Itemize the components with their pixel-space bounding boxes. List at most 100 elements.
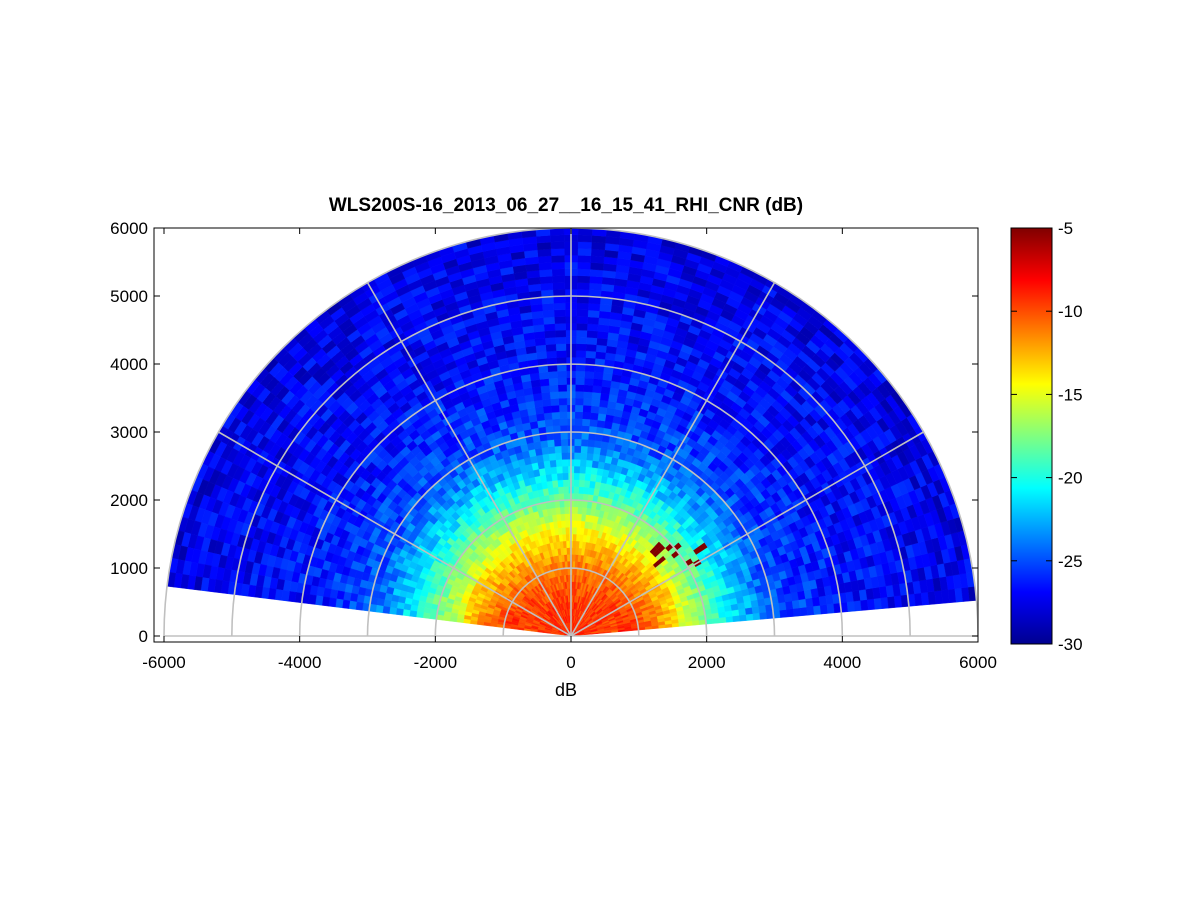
cnr-cell bbox=[583, 479, 591, 488]
cnr-cell bbox=[572, 506, 578, 514]
cnr-cell bbox=[576, 329, 588, 338]
cnr-cell bbox=[542, 309, 555, 318]
cnr-cell bbox=[562, 486, 569, 494]
chart-title: WLS200S-16_2013_06_27__16_15_41_RHI_CNR … bbox=[329, 195, 803, 216]
cnr-cell bbox=[544, 330, 556, 339]
cnr-cell bbox=[585, 459, 593, 468]
cnr-cell bbox=[585, 343, 597, 352]
cnr-cell bbox=[537, 255, 552, 264]
cnr-cell bbox=[572, 533, 577, 542]
cnr-cell bbox=[590, 398, 601, 407]
cnr-cell bbox=[563, 499, 569, 508]
cnr-cell bbox=[542, 405, 552, 414]
cnr-cell bbox=[598, 406, 608, 415]
cnr-cell bbox=[562, 472, 569, 481]
cnr-cell bbox=[573, 459, 581, 467]
cnr-cell bbox=[739, 614, 747, 622]
cnr-cell bbox=[586, 452, 594, 461]
cnr-cell bbox=[555, 350, 567, 358]
cnr-cell bbox=[880, 596, 889, 609]
cnr-cell bbox=[580, 445, 588, 454]
cnr-cell bbox=[577, 506, 583, 515]
cnr-cell bbox=[725, 615, 734, 623]
cnr-cell bbox=[577, 234, 593, 243]
cnr-cell bbox=[541, 446, 549, 455]
cnr-cell bbox=[593, 371, 604, 380]
cnr-cell bbox=[577, 261, 591, 270]
cnr-cell bbox=[578, 479, 585, 488]
cnr-cell bbox=[551, 268, 565, 277]
cnr-cell bbox=[576, 302, 589, 311]
cnr-cell bbox=[873, 597, 883, 610]
cnr-cell bbox=[575, 384, 585, 392]
cnr-cell bbox=[584, 473, 592, 481]
cnr-cell bbox=[590, 248, 605, 257]
cnr-cell bbox=[779, 609, 788, 618]
cnr-cell bbox=[575, 336, 587, 345]
cnr-cell bbox=[544, 336, 556, 345]
cnr-cell bbox=[596, 419, 606, 429]
cnr-cell bbox=[539, 275, 553, 284]
cnr-cell bbox=[826, 603, 835, 614]
cnr-cell bbox=[555, 336, 567, 345]
cnr-cell bbox=[573, 499, 579, 508]
cnr-cell bbox=[545, 343, 557, 352]
cnr-cell bbox=[867, 598, 876, 611]
cnr-cell bbox=[576, 275, 591, 284]
cnr-cell bbox=[586, 330, 598, 339]
cnr-cell bbox=[565, 540, 570, 548]
cnr-cell bbox=[590, 255, 605, 264]
cnr-cell bbox=[576, 527, 581, 535]
cnr-cell bbox=[592, 385, 602, 394]
cnr-cell bbox=[586, 336, 598, 345]
cnr-cell bbox=[383, 599, 392, 608]
cnr-cell bbox=[549, 391, 559, 400]
cnr-cell bbox=[556, 472, 564, 481]
cnr-cell bbox=[591, 391, 601, 400]
cnr-cell bbox=[553, 309, 566, 318]
cnr-cell bbox=[550, 241, 565, 250]
cnr-cell bbox=[582, 398, 592, 406]
cnr-cell bbox=[571, 561, 576, 569]
cnr-cell bbox=[583, 377, 594, 386]
cnr-cell bbox=[718, 616, 727, 624]
cnr-cell bbox=[558, 397, 568, 406]
cnr-cell bbox=[577, 255, 592, 263]
cnr-cell bbox=[560, 445, 569, 453]
cnr-cell bbox=[785, 600, 794, 610]
cnr-cell bbox=[547, 370, 558, 379]
cnr-cell bbox=[813, 605, 822, 615]
cnr-cell bbox=[550, 398, 560, 406]
cnr-cell bbox=[546, 439, 555, 448]
cnr-cell bbox=[560, 431, 568, 440]
cnr-cell bbox=[536, 351, 547, 360]
cnr-cell bbox=[588, 487, 595, 496]
cnr-cell bbox=[557, 479, 564, 488]
cnr-cell bbox=[541, 398, 552, 407]
cnr-cell bbox=[572, 554, 576, 562]
cnr-cell bbox=[575, 350, 587, 358]
cnr-cell bbox=[792, 607, 801, 617]
cnr-cell bbox=[540, 440, 549, 449]
cnr-cell bbox=[572, 547, 576, 555]
cnr-cell bbox=[588, 480, 596, 489]
cnr-cell bbox=[819, 604, 829, 615]
cnr-cell bbox=[532, 324, 545, 333]
cnr-cell bbox=[533, 330, 546, 340]
cnr-cell bbox=[576, 513, 582, 522]
cnr-cell bbox=[575, 343, 587, 351]
cnr-cell bbox=[538, 269, 553, 278]
cnr-cell bbox=[572, 520, 578, 528]
cnr-cell bbox=[589, 275, 603, 284]
cnr-cell bbox=[574, 397, 584, 406]
cnr-cell bbox=[535, 413, 545, 422]
cnr-cell bbox=[583, 391, 593, 400]
cnr-cell bbox=[590, 467, 598, 476]
cnr-cell bbox=[535, 235, 551, 244]
cnr-cell bbox=[573, 472, 580, 481]
cnr-cell bbox=[580, 513, 587, 522]
cnr-cell bbox=[586, 446, 595, 454]
cnr-cell bbox=[535, 344, 547, 353]
cnr-cell bbox=[593, 440, 602, 449]
